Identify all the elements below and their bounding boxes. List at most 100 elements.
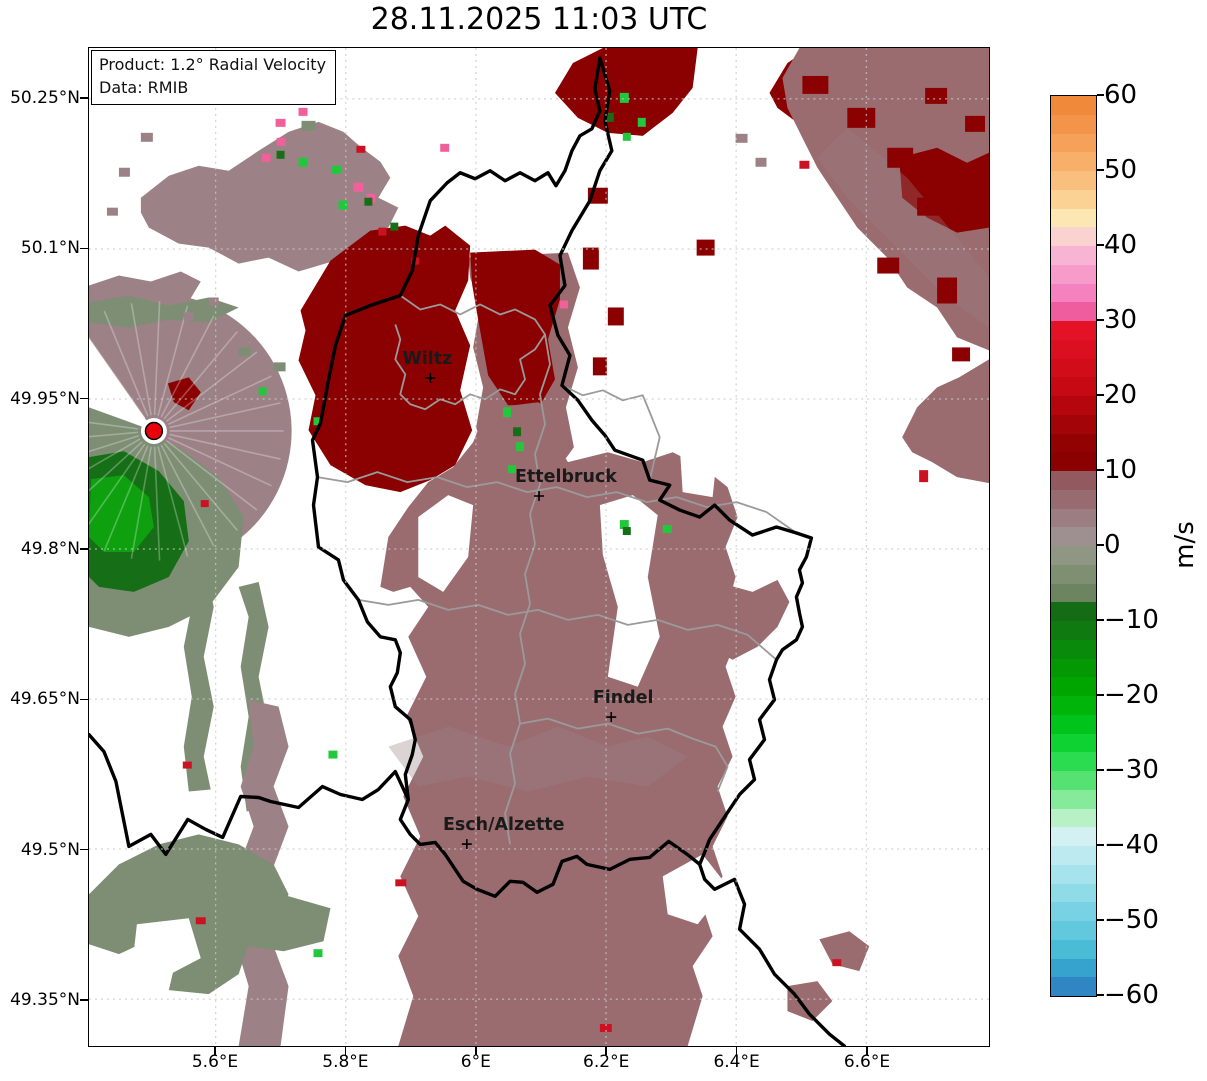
colorbar-band [1051,677,1096,696]
radar-ray [163,442,238,531]
echo-speckle [952,347,971,362]
echo-column-darkred [470,249,560,406]
colorbar-band [1051,283,1096,303]
radar-ray [157,446,189,557]
echo-speckle [696,239,715,256]
city-marker [461,839,472,850]
echo-speckle [735,133,748,143]
colorbar-tick [1097,94,1104,96]
x-tick-label: 5.6°E [191,1052,239,1072]
radar-ray [157,305,189,416]
colorbar-tick [1097,544,1104,546]
colorbar-band [1051,414,1096,434]
radar-ray [169,433,281,460]
y-tick-label: 49.8°N [20,539,80,559]
echo-speckle [276,137,286,146]
y-tick-label: 49.95°N [10,388,80,409]
echo-radar-darkred-streak [167,377,201,411]
echo-topcenter-darkred [554,48,698,136]
echo-speckle [353,182,364,192]
echo-speckle [331,165,342,174]
echo-speckle [937,277,958,304]
y-tick-label: 50.1°N [20,238,80,259]
colorbar-tick-label: −10 [1104,605,1159,635]
radar-ray [89,431,139,438]
y-tick-label: 50.25°N [10,88,80,108]
y-axis-tick [80,848,88,851]
district-line-4 [504,334,551,845]
echo-speckle [118,167,130,177]
echo-speckle [802,75,829,94]
echo-sw-green-core [89,475,154,552]
district-line-6 [519,717,729,792]
radar-ray [89,336,146,419]
radar-ray [153,446,161,561]
colorbar-band [1051,864,1096,884]
echo-speckle [622,132,631,141]
echo-speckle [301,120,316,131]
x-axis-tick [735,1047,738,1055]
luxembourg-outline [310,56,814,898]
colorbar-band [1051,246,1096,265]
echo-speckle [200,500,209,508]
city-label: Ettelbruck [515,467,617,487]
echo-bottomleft-arm [238,896,331,952]
colorbar [1050,95,1097,997]
radar-site-marker [144,421,164,441]
radar-ray [130,303,152,416]
colorbar-band [1051,658,1096,678]
echo-se-bit2 [787,981,833,1022]
colorbar-band [1051,152,1096,171]
colorbar-band [1051,846,1096,865]
colorbar-band [1051,902,1096,921]
echo-speckle [182,761,192,769]
echo-speckle [261,153,271,162]
echo-right-mauve [902,359,989,484]
echo-speckle [298,157,308,167]
colorbar-band [1051,339,1096,359]
colorbar-tick-label: 30 [1104,305,1138,335]
x-tick-label: 6.4°E [713,1052,760,1072]
gap-white-1 [418,495,474,592]
echo-speckle [195,917,206,925]
colorbar-band [1051,546,1096,565]
colorbar-band [1051,508,1096,528]
echo-speckle [832,959,842,967]
echo-speckle [106,207,118,216]
colorbar-tick-label: 10 [1104,455,1138,485]
colorbar-tick-label: −20 [1104,680,1159,710]
colorbar-tick-label: 0 [1104,530,1121,560]
radar-ray [166,440,258,511]
colorbar-units-label: m/s [1170,521,1200,569]
echo-speckle [559,300,568,309]
echo-speckle [276,150,285,159]
colorbar-band [1051,433,1096,453]
chart-title: 28.11.2025 11:03 UTC [370,2,708,37]
echo-speckle [313,949,323,958]
echo-speckle [607,307,624,326]
district-line-3 [358,598,778,661]
colorbar-band [1051,189,1096,209]
data-source-line: Data: RMIB [99,77,189,97]
city-marker [425,372,436,383]
colorbar-tick-label: −30 [1104,755,1159,785]
colorbar-tick-label: 40 [1104,230,1138,260]
radar-ray [168,437,272,487]
colorbar-tick [1097,319,1104,321]
colorbar-band [1051,264,1096,284]
colorbar-band [1051,752,1096,771]
y-axis-tick [80,97,88,99]
radar-ray [89,438,141,470]
colorbar-band [1051,621,1096,640]
echo-speckle [622,527,631,536]
radar-fan-wedge [89,293,292,569]
gap-white-3 [679,445,718,498]
colorbar-tick [1097,619,1104,621]
echo-bottomleft-graygreen [89,834,289,995]
echo-speckle [592,357,607,376]
x-tick-label: 5.8°E [322,1052,369,1072]
city-label: Findel [593,688,654,708]
colorbar-band [1051,321,1096,340]
echo-speckle [338,200,348,210]
colorbar-band [1051,939,1096,959]
